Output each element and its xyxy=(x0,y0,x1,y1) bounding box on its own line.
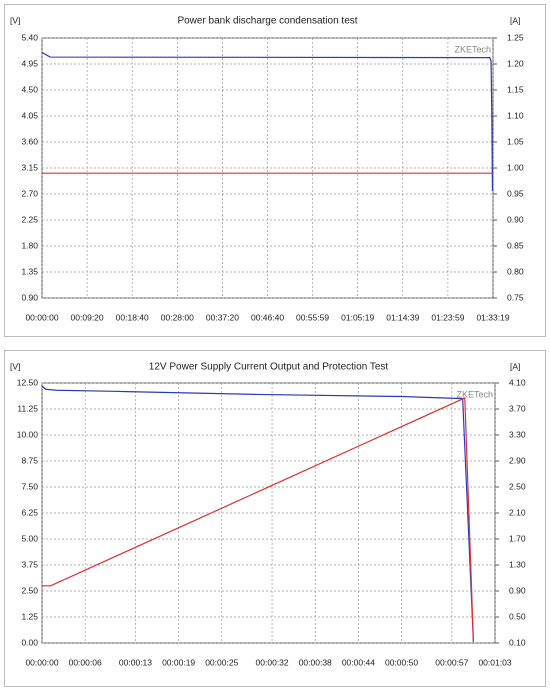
y-axis-label: [V] xyxy=(10,15,20,25)
y-tick-label: 1.35 xyxy=(21,266,38,276)
x-tick-label: 00:00:13 xyxy=(119,657,152,667)
y2-tick-label: 0.50 xyxy=(509,611,526,621)
y-axis-label: [V] xyxy=(10,361,20,371)
y-tick-label: 5.40 xyxy=(21,32,38,42)
y2-tick-label: 1.15 xyxy=(507,84,524,94)
y2-tick-label: 2.50 xyxy=(509,481,526,491)
x-tick-label: 00:00:19 xyxy=(162,657,195,667)
series-line xyxy=(41,51,494,192)
y-tick-label: 10.00 xyxy=(17,429,39,439)
y-tick-label: 7.50 xyxy=(21,481,38,491)
y-tick-label: 3.60 xyxy=(21,136,38,146)
x-tick-label: 00:37:20 xyxy=(206,312,239,322)
y-tick-label: 4.50 xyxy=(21,84,38,94)
y2-tick-label: 0.90 xyxy=(507,214,524,224)
chart-title: Power bank discharge condensation test xyxy=(177,16,357,27)
x-tick-label: 00:00:25 xyxy=(205,657,238,667)
x-tick-label: 00:00:32 xyxy=(256,657,289,667)
y-tick-label: 8.75 xyxy=(21,455,38,465)
y-tick-label: 5.00 xyxy=(21,533,38,543)
series-line xyxy=(42,397,475,642)
y2-axis-label: [A] xyxy=(510,361,520,371)
y2-tick-label: 2.90 xyxy=(509,455,526,465)
y-tick-label: 2.25 xyxy=(21,214,38,224)
x-tick-label: 01:14:39 xyxy=(386,312,419,322)
y2-tick-label: 2.10 xyxy=(509,507,526,517)
y-tick-label: 1.25 xyxy=(21,611,38,621)
y2-tick-label: 1.20 xyxy=(507,58,524,68)
x-tick-label: 00:28:00 xyxy=(161,312,194,322)
y2-tick-label: 1.25 xyxy=(507,32,524,42)
y2-tick-label: 0.85 xyxy=(507,240,524,250)
x-tick-label: 00:00:06 xyxy=(69,657,102,667)
x-tick-label: 01:23:59 xyxy=(431,312,464,322)
y2-tick-label: 1.70 xyxy=(509,533,526,543)
x-tick-label: 00:00:00 xyxy=(25,312,58,322)
y2-tick-label: 1.05 xyxy=(507,136,524,146)
y2-tick-label: 3.70 xyxy=(509,403,526,413)
y2-axis-label: [A] xyxy=(510,15,520,25)
y-tick-label: 12.50 xyxy=(17,377,39,387)
x-tick-label: 00:09:20 xyxy=(71,312,104,322)
x-tick-label: 00:18:40 xyxy=(116,312,149,322)
watermark: ZKETech xyxy=(456,389,493,399)
watermark: ZKETech xyxy=(454,44,491,54)
x-tick-label: 00:01:03 xyxy=(478,657,511,667)
y-tick-label: 3.75 xyxy=(21,559,38,569)
x-tick-label: 01:33:19 xyxy=(476,312,509,322)
y-tick-label: 2.70 xyxy=(21,188,38,198)
y-tick-label: 11.25 xyxy=(17,403,38,413)
y2-tick-label: 0.75 xyxy=(507,292,524,302)
y-tick-label: 2.50 xyxy=(21,585,38,595)
y-tick-label: 4.05 xyxy=(21,110,38,120)
y2-tick-label: 0.10 xyxy=(509,637,526,647)
y2-tick-label: 3.30 xyxy=(509,429,526,439)
y-tick-label: 3.15 xyxy=(21,162,38,172)
y2-tick-label: 0.80 xyxy=(507,266,524,276)
x-tick-label: 00:00:00 xyxy=(25,657,58,667)
x-tick-label: 00:55:59 xyxy=(296,312,329,322)
y-tick-label: 1.80 xyxy=(21,240,38,250)
y-tick-label: 6.25 xyxy=(21,507,38,517)
y2-tick-label: 0.95 xyxy=(507,188,524,198)
x-tick-label: 00:46:40 xyxy=(251,312,284,322)
y2-tick-label: 1.00 xyxy=(507,162,524,172)
y2-tick-label: 0.90 xyxy=(509,585,526,595)
x-tick-label: 01:05:19 xyxy=(341,312,374,322)
x-tick-label: 00:00:38 xyxy=(299,657,332,667)
chart-title: 12V Power Supply Current Output and Prot… xyxy=(149,362,389,373)
x-tick-label: 00:00:57 xyxy=(435,657,468,667)
y-tick-label: 0.90 xyxy=(21,292,38,302)
y2-tick-label: 1.30 xyxy=(509,559,526,569)
y2-tick-label: 4.10 xyxy=(509,377,526,387)
y-tick-label: 0.00 xyxy=(21,637,38,647)
y2-tick-label: 1.10 xyxy=(507,110,524,120)
y-tick-label: 4.95 xyxy=(21,58,38,68)
x-tick-label: 00:00:44 xyxy=(342,657,375,667)
series-line xyxy=(41,385,475,642)
x-tick-label: 00:00:50 xyxy=(385,657,418,667)
